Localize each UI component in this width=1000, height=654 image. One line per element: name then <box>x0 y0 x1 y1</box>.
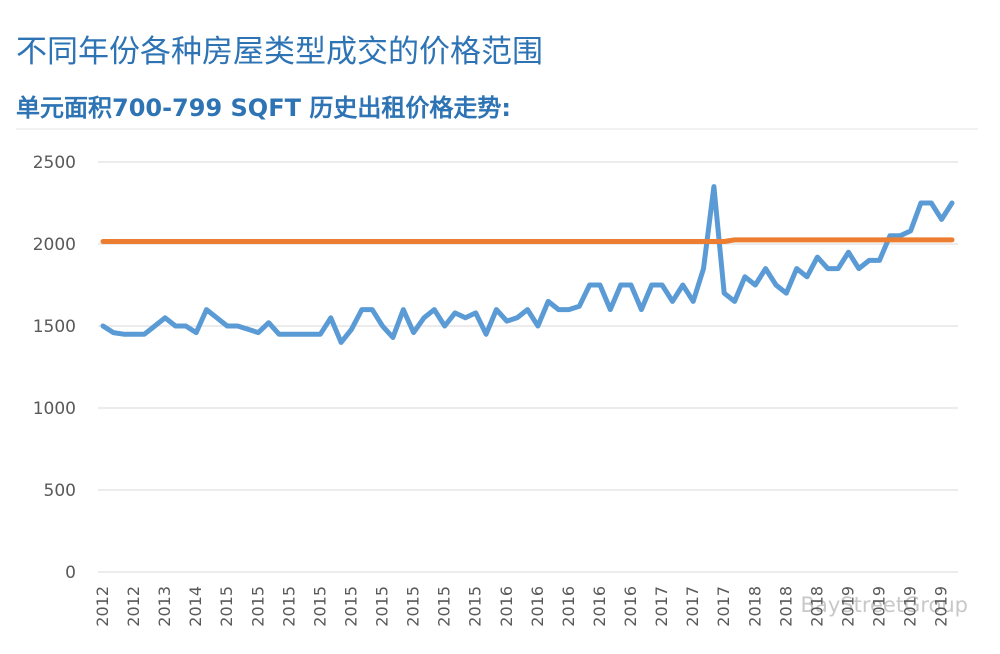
x-tick-label: 2015 <box>373 586 392 627</box>
x-tick-label: 2019 <box>838 586 857 627</box>
line-series <box>100 237 955 244</box>
x-tick-label: 2016 <box>497 586 516 627</box>
x-tick-label: 2018 <box>807 586 826 627</box>
x-tick-label: 2018 <box>776 586 795 627</box>
watermark: BayStreetGroup <box>801 593 968 617</box>
x-tick-label: 2015 <box>435 586 454 627</box>
y-tick-label: 2500 <box>33 153 76 173</box>
x-tick-label: 2016 <box>559 586 578 627</box>
x-tick-label: 2015 <box>310 586 329 627</box>
y-tick-label: 0 <box>65 563 76 583</box>
y-tick-label: 1500 <box>33 317 76 337</box>
x-tick-label: 2012 <box>93 586 112 627</box>
x-tick-label: 2017 <box>714 586 733 627</box>
x-tick-label: 2018 <box>745 586 764 627</box>
x-tick-label: 2019 <box>901 586 920 627</box>
x-tick-label: 2017 <box>652 586 671 627</box>
y-tick-label: 500 <box>44 481 76 501</box>
x-tick-label: 2012 <box>124 586 143 627</box>
x-tick-label: 2016 <box>590 586 609 627</box>
x-tick-label: 2019 <box>932 586 951 627</box>
x-tick-label: 2019 <box>870 586 889 627</box>
x-tick-label: 2015 <box>404 586 423 627</box>
x-tick-label: 2014 <box>186 586 205 627</box>
chart-subtitle: 单元面积700-799 SQFT 历史出租价格走势: <box>16 94 511 122</box>
x-tick-label: 2015 <box>279 586 298 627</box>
y-tick-label: 1000 <box>33 399 76 419</box>
x-tick-label: 2015 <box>248 586 267 627</box>
x-tick-label: 2013 <box>155 586 174 627</box>
x-tick-label: 2016 <box>621 586 640 627</box>
line-series <box>100 184 955 345</box>
chart-title: 不同年份各种房屋类型成交的价格范围 <box>16 34 543 70</box>
x-tick-label: 2016 <box>528 586 547 627</box>
y-tick-label: 2000 <box>33 235 76 255</box>
x-tick-label: 2015 <box>466 586 485 627</box>
x-tick-label: 2017 <box>683 586 702 627</box>
x-tick-label: 2015 <box>341 586 360 627</box>
x-tick-label: 2015 <box>217 586 236 627</box>
